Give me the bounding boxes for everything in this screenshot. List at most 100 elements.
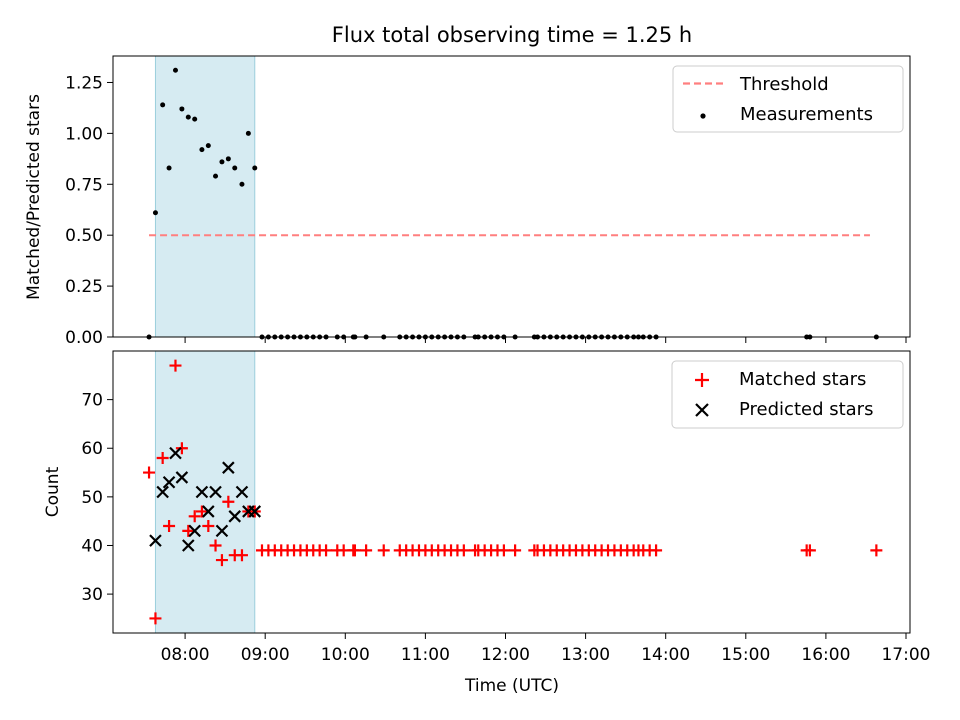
measurement-point <box>160 102 166 108</box>
matched-star-point <box>215 554 228 567</box>
x-tick-label: 08:00 <box>161 645 210 665</box>
predicted-star-points <box>149 446 262 552</box>
top-y-ticks: 0.00 0.25 0.50 0.75 1.00 1.25 <box>65 73 113 348</box>
bottom-axes-frame <box>112 350 911 634</box>
observing-window-span <box>155 351 255 633</box>
x-tick-label: 11:00 <box>401 645 450 665</box>
y-tick-label: 0.50 <box>65 226 103 246</box>
matched-star-point <box>509 544 522 557</box>
matched-star-point <box>182 524 195 537</box>
matched-star-point <box>235 549 248 562</box>
measurement-point <box>185 114 191 120</box>
legend-predicted-swatch <box>695 403 709 417</box>
x-tick-label: 12:00 <box>481 645 530 665</box>
predicted-star-point <box>235 485 249 499</box>
legend-measurements-swatch <box>700 113 706 119</box>
matched-star-point <box>175 442 188 455</box>
matched-star-point <box>497 544 510 557</box>
measurement-point <box>225 156 231 162</box>
y-tick-label: 1.25 <box>65 73 103 93</box>
y-tick-label: 1.00 <box>65 124 103 144</box>
top-y-axis-label: Matched/Predicted stars <box>24 94 44 300</box>
matched-star-point <box>360 544 373 557</box>
legend-matched-label: Matched stars <box>739 369 866 390</box>
bottom-y-ticks: 30 40 50 60 70 <box>81 391 113 605</box>
legend-matched-swatch <box>695 373 709 387</box>
predicted-star-point <box>156 485 169 499</box>
predicted-star-point <box>188 524 201 538</box>
y-tick-label: 40 <box>81 536 103 556</box>
matched-star-point <box>202 520 215 533</box>
predicted-star-point <box>169 446 182 460</box>
top-axes-frame <box>112 55 911 338</box>
predicted-star-point <box>202 505 215 518</box>
x-tick-label: 09:00 <box>241 645 290 665</box>
matched-star-point <box>156 451 169 464</box>
measurement-point <box>172 67 178 73</box>
bottom-y-axis-label: Count <box>43 466 63 517</box>
matched-star-point <box>163 520 176 533</box>
x-tick-label: 17:00 <box>881 645 930 665</box>
measurement-point <box>232 165 238 171</box>
predicted-star-point <box>209 485 222 499</box>
predicted-star-point <box>222 461 235 474</box>
matched-star-point <box>457 544 470 557</box>
predicted-star-point <box>195 485 209 499</box>
x-axis-label: Time (UTC) <box>464 676 559 696</box>
x-tick-label: 15:00 <box>721 645 770 665</box>
measurement-point <box>205 143 211 149</box>
measurement-point <box>245 130 251 136</box>
matched-star-point <box>870 544 883 557</box>
x-tick-label: 14:00 <box>641 645 690 665</box>
predicted-star-point <box>175 471 189 484</box>
measurement-point <box>213 173 219 179</box>
y-tick-label: 0.00 <box>65 328 103 348</box>
top-panel: 0.00 0.25 0.50 0.75 1.00 1.25 Matched/Predict… <box>24 55 911 348</box>
measurement-point <box>152 210 158 216</box>
x-tick-label: 13:00 <box>561 645 610 665</box>
matched-star-point <box>143 466 156 479</box>
measurement-point <box>179 106 185 112</box>
bottom-x-ticks: 08:00 09:00 10:00 11:00 12:00 13:00 14:00 15:00… <box>161 633 930 665</box>
matched-star-point <box>348 544 361 557</box>
measurement-point <box>166 165 172 171</box>
y-tick-label: 0.75 <box>65 175 103 195</box>
bottom-legend-box <box>671 360 904 429</box>
predicted-star-point <box>248 505 262 518</box>
top-legend: Threshold Measurements <box>672 65 904 133</box>
chart-title: Flux total observing time = 1.25 h <box>332 23 692 47</box>
legend-measurements-label: Measurements <box>740 104 873 125</box>
y-tick-label: 0.25 <box>65 277 103 297</box>
y-tick-label: 70 <box>81 391 103 411</box>
matched-star-point <box>169 359 182 372</box>
bottom-legend: Matched stars Predicted stars <box>671 360 904 429</box>
matched-star-point <box>195 505 208 518</box>
x-tick-label: 10:00 <box>321 645 370 665</box>
observing-window-span <box>155 56 255 337</box>
matched-star-point <box>188 510 201 523</box>
bottom-shaded-span <box>154 351 256 633</box>
top-legend-box <box>672 65 904 133</box>
measurement-point <box>199 147 205 153</box>
measurement-point <box>239 181 245 187</box>
matched-star-point <box>803 544 816 557</box>
x-tick-label: 16:00 <box>801 645 850 665</box>
measurement-point <box>252 165 258 171</box>
matched-star-point <box>377 544 390 557</box>
y-tick-label: 30 <box>81 585 103 605</box>
matched-star-points <box>143 359 883 625</box>
predicted-star-point <box>149 534 162 547</box>
matched-star-point <box>149 612 162 625</box>
matched-star-point <box>650 544 663 557</box>
predicted-star-point <box>182 539 195 552</box>
top-x-ticks <box>184 337 907 343</box>
legend-threshold-label: Threshold <box>739 74 829 95</box>
measurement-point <box>192 116 198 122</box>
predicted-star-point <box>215 524 229 538</box>
y-tick-label: 50 <box>81 488 103 508</box>
top-shaded-span <box>154 56 256 337</box>
matched-star-point <box>222 495 235 508</box>
matched-star-point <box>320 544 333 557</box>
predicted-star-point <box>162 475 176 489</box>
